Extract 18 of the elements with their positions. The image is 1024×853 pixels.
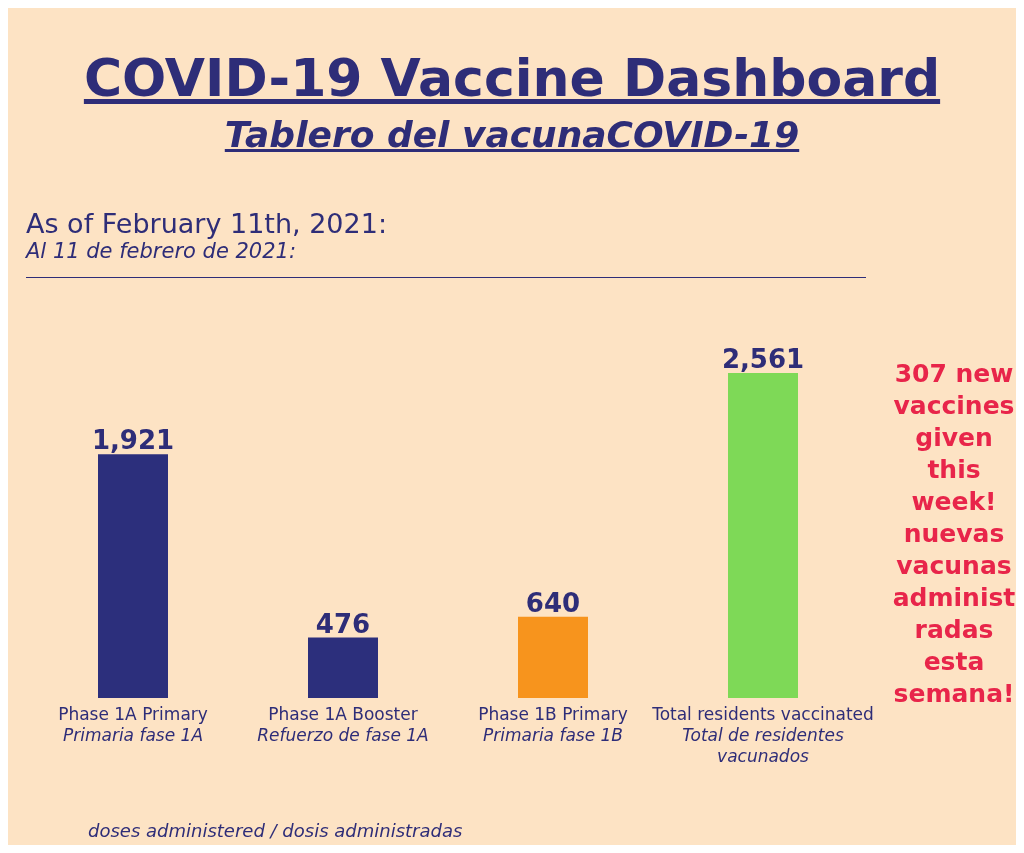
bar — [518, 616, 588, 698]
bar — [728, 372, 798, 698]
chart-subtitle: Tablero del vacunaCOVID-19 — [223, 114, 801, 155]
chart-title: COVID-19 Vaccine Dashboard — [82, 48, 942, 108]
x-tick-label: Phase 1A Booster Refuerzo de fase 1A — [257, 704, 429, 745]
bar — [308, 637, 378, 698]
bar — [98, 454, 168, 698]
text: As of February 11th, 2021: — [26, 208, 388, 239]
x-tick-label: Total residents vaccinated Total de residentes vacunados — [651, 704, 874, 766]
data-label: 1,921 — [91, 425, 175, 456]
x-tick-label: Phase 1A Primary Primaria fase 1A — [58, 704, 208, 745]
text: Al 11 de febrero de 2021: — [26, 239, 297, 263]
data-label: 640 — [525, 587, 581, 618]
data-label: 2,561 — [721, 343, 805, 374]
data-label: 476 — [315, 608, 371, 639]
text: 307 new vaccines given this week! nuevas vacunas administradas esta semana! — [892, 359, 1016, 708]
x-axis-title: doses administered / dosis administradas — [88, 820, 463, 841]
x-tick-label: Phase 1B Primary Primaria fase 1B — [478, 704, 628, 745]
